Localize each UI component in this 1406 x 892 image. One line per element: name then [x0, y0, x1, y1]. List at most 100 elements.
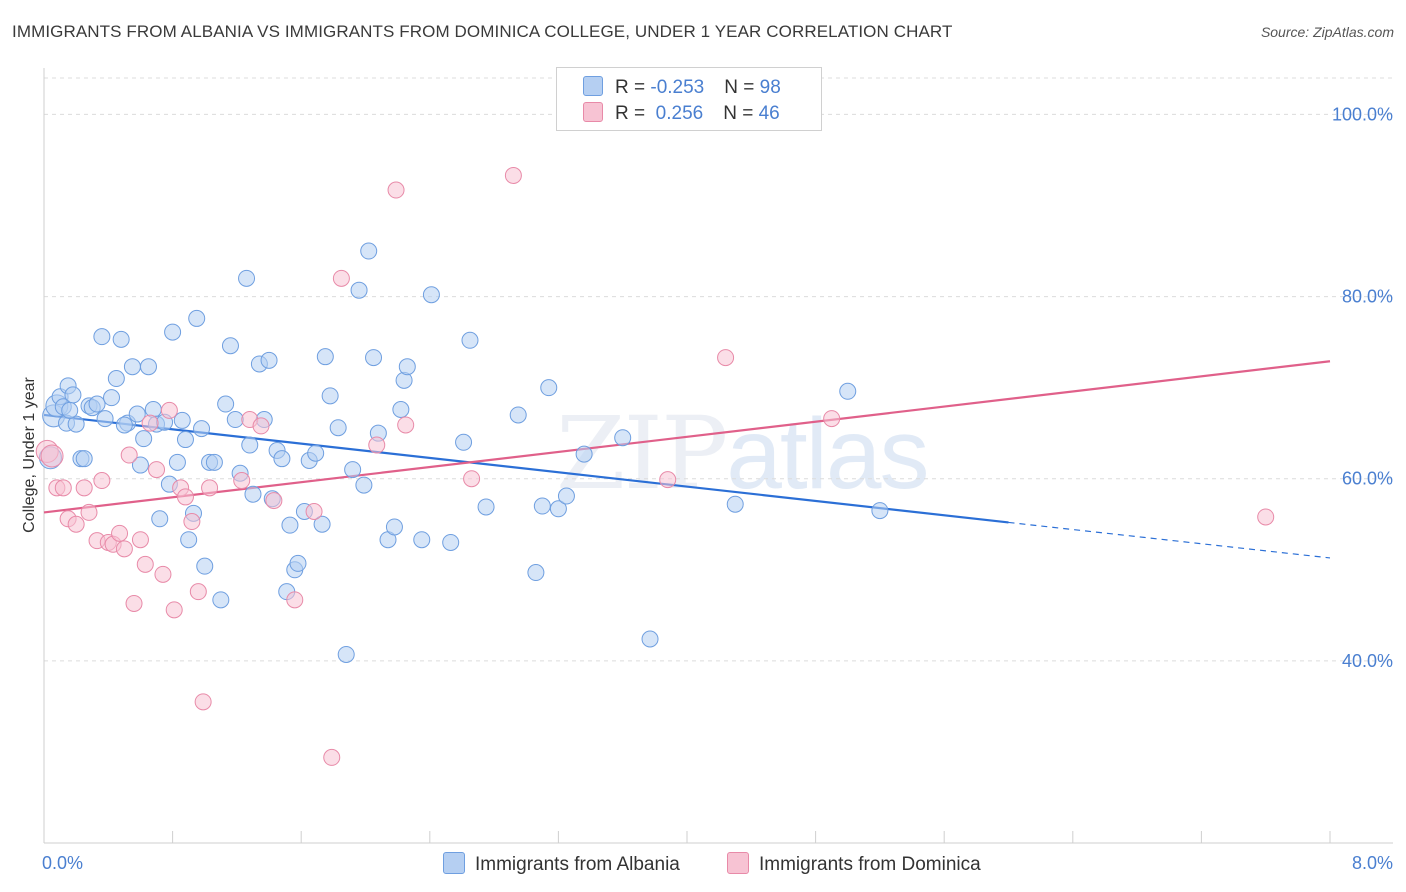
albania-point: [316, 348, 334, 366]
dominica-point: [659, 471, 677, 489]
dominica-point: [323, 748, 341, 766]
dominica-point: [125, 594, 143, 612]
albania-point: [212, 591, 230, 609]
albania-point: [477, 498, 495, 516]
dominica-point: [80, 503, 98, 521]
r-value: 0.256: [650, 103, 704, 124]
correlation-legend: R = -0.253 N = 98 R = 0.256 N = 46: [556, 67, 822, 131]
albania-point: [365, 349, 383, 367]
albania-point: [238, 269, 256, 287]
albania-point: [260, 351, 278, 369]
dominica-point: [40, 444, 64, 468]
albania-point: [307, 444, 325, 462]
x-tick-label: 0.0%: [42, 853, 83, 873]
dominica-point: [194, 693, 212, 711]
dominica-point: [189, 583, 207, 601]
r-label: R =: [615, 103, 651, 124]
dominica-point: [115, 540, 133, 558]
albania-point: [413, 531, 431, 549]
albania-point: [273, 450, 291, 468]
dominica-point: [93, 472, 111, 490]
albania-point: [533, 497, 551, 515]
dominica-point: [201, 479, 219, 497]
albania-point: [205, 453, 223, 471]
albania-point: [455, 433, 473, 451]
dominica-point: [368, 436, 386, 454]
dominica-point: [463, 470, 481, 488]
albania-point: [527, 564, 545, 582]
dominica-point: [75, 479, 93, 497]
dominica-point: [233, 472, 251, 490]
albania-point: [244, 485, 262, 503]
dominica-point: [141, 414, 159, 432]
watermark: ZIPatlas: [556, 395, 930, 512]
dominica-points: [35, 166, 1275, 766]
dominica-trend-line: [43, 360, 1331, 514]
dominica-point: [252, 417, 270, 435]
dominica-point: [120, 446, 138, 464]
albania-point: [398, 358, 416, 376]
dominica-point: [286, 591, 304, 609]
albania-point: [96, 410, 114, 428]
albania-point: [540, 379, 558, 397]
albania-point: [360, 242, 378, 260]
dominica-legend-swatch: [727, 852, 749, 874]
dominica-point: [1257, 508, 1275, 526]
albania-point: [289, 554, 307, 572]
albania-point: [64, 386, 82, 404]
albania-point: [123, 358, 141, 376]
n-value: 98: [759, 77, 781, 98]
albania-point: [115, 416, 133, 434]
n-label: N =: [724, 77, 760, 98]
bottom-legend-albania: Immigrants from Albania: [443, 852, 680, 876]
albania-point: [221, 337, 239, 355]
albania-point: [217, 395, 235, 413]
albania-legend-swatch: [443, 852, 465, 874]
albania-point: [67, 415, 85, 433]
source-label: Source: ZipAtlas.com: [1260, 24, 1394, 40]
albania-point: [168, 453, 186, 471]
albania-point: [226, 411, 244, 429]
albania-point: [176, 431, 194, 449]
albania-points: [38, 242, 889, 663]
albania-point: [575, 445, 593, 463]
y-tick-label: 40.0%: [1342, 651, 1393, 671]
dominica-legend-label: Immigrants from Dominica: [759, 854, 981, 875]
albania-point: [557, 487, 575, 505]
y-tick-label: 60.0%: [1342, 469, 1393, 489]
dominica-point: [387, 181, 405, 199]
dominica-point: [111, 524, 129, 542]
albania-point: [442, 533, 460, 551]
albania-point: [180, 531, 198, 549]
dominica-point: [67, 515, 85, 533]
albania-trend-line: [43, 413, 1009, 524]
albania-point: [422, 286, 440, 304]
legend-row-albania: R = -0.253 N = 98: [583, 76, 781, 102]
albania-point: [241, 436, 259, 454]
legend-row-dominica: R = 0.256 N = 46: [583, 102, 780, 128]
albania-point: [839, 382, 857, 400]
y-tick-label: 80.0%: [1342, 287, 1393, 307]
dominica-point: [54, 479, 72, 497]
albania-point: [337, 645, 355, 663]
albania-point: [193, 420, 211, 438]
albania-point: [350, 281, 368, 299]
dominica-point: [154, 565, 172, 583]
dominica-point: [332, 269, 350, 287]
y-tick-label: 100.0%: [1332, 104, 1393, 124]
albania-point: [88, 395, 106, 413]
albania-point: [392, 401, 410, 418]
albania-point: [549, 500, 567, 518]
albania-point: [641, 630, 659, 648]
albania-point: [139, 358, 157, 376]
dominica-point: [717, 349, 735, 367]
bottom-legend-dominica: Immigrants from Dominica: [727, 852, 981, 876]
dominica-point: [265, 492, 283, 510]
albania-point: [103, 389, 121, 407]
dominica-point: [165, 601, 183, 619]
albania-point: [355, 476, 373, 494]
albania-point: [329, 419, 347, 437]
dominica-point: [397, 416, 415, 434]
albania-point: [93, 328, 111, 346]
albania-point: [281, 516, 299, 534]
